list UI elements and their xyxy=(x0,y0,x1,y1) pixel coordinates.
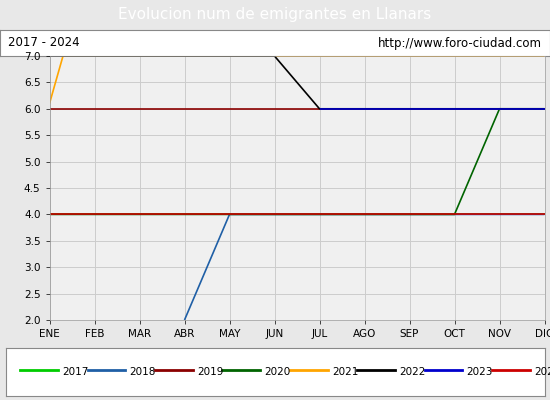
Text: 2020: 2020 xyxy=(265,367,291,377)
Text: 2024: 2024 xyxy=(534,367,550,377)
Text: 2022: 2022 xyxy=(399,367,426,377)
Text: 2017 - 2024: 2017 - 2024 xyxy=(8,36,80,50)
Text: 2023: 2023 xyxy=(466,367,493,377)
Text: 2021: 2021 xyxy=(332,367,358,377)
Text: http://www.foro-ciudad.com: http://www.foro-ciudad.com xyxy=(378,36,542,50)
Text: 2018: 2018 xyxy=(130,367,156,377)
Text: Evolucion num de emigrantes en Llanars: Evolucion num de emigrantes en Llanars xyxy=(118,8,432,22)
Text: 2019: 2019 xyxy=(197,367,223,377)
Text: 2017: 2017 xyxy=(62,367,89,377)
